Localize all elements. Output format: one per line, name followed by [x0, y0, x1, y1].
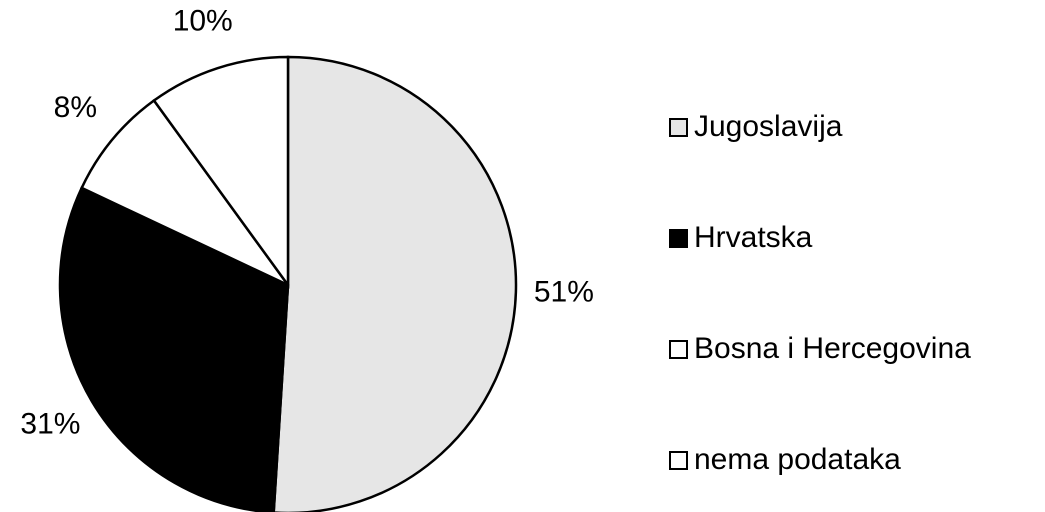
legend-label: Bosna i Hercegovina — [694, 332, 971, 365]
legend-swatch — [669, 340, 688, 359]
slice-label: 10% — [173, 4, 233, 37]
legend-label: Jugoslavija — [694, 110, 843, 143]
pie-slice — [58, 186, 290, 512]
slice-label: 51% — [534, 276, 594, 309]
pie-slice — [80, 98, 290, 287]
legend-swatch — [669, 229, 688, 248]
slice-label: 8% — [54, 91, 97, 124]
legend-swatch — [669, 451, 688, 470]
pie-slice — [272, 55, 518, 512]
legend-label: Hrvatska — [694, 221, 813, 254]
slice-label: 31% — [20, 407, 80, 440]
pie-slice — [152, 55, 290, 289]
legend-swatch — [669, 118, 688, 137]
legend-label: nema podataka — [694, 443, 901, 476]
